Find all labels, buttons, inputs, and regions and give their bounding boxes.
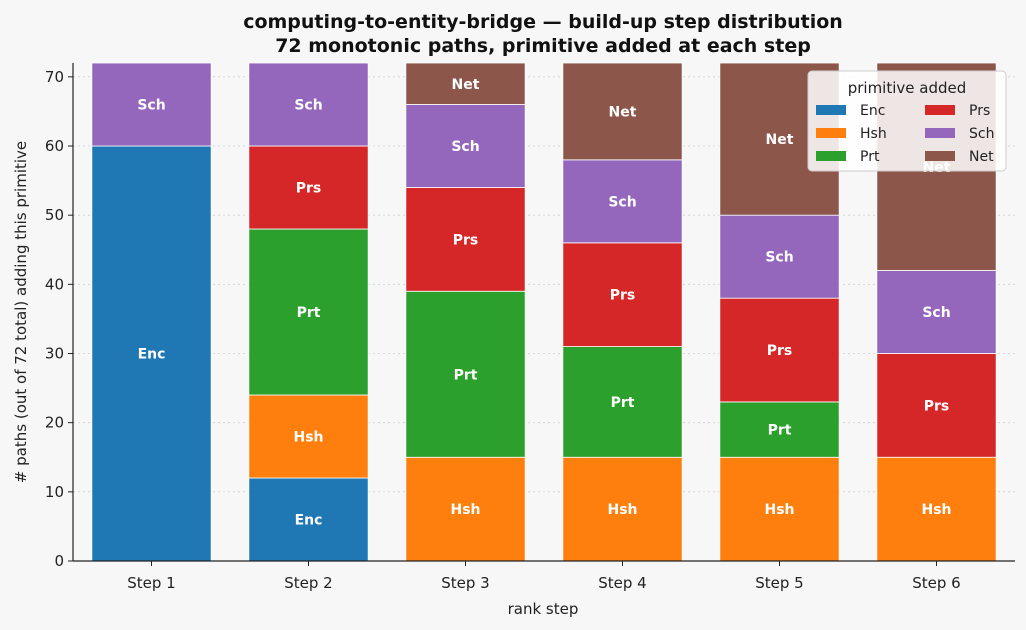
legend: primitive added Enc Hsh Prt Prs Sch Net	[807, 70, 1007, 172]
bar-segment-label: Net	[766, 132, 794, 148]
bar-segment	[405, 290, 526, 458]
legend-box	[807, 70, 1007, 172]
y-tick-label: 40	[45, 275, 64, 293]
bar-segment	[248, 145, 369, 230]
y-tick-label: 60	[45, 137, 64, 155]
bar-segment-label: Sch	[922, 305, 950, 321]
bar-segment-label: Prs	[453, 232, 479, 248]
legend-swatch	[925, 151, 955, 161]
bar-segment	[562, 159, 683, 244]
x-tick-label: Step 4	[598, 574, 646, 592]
bar-segment-label: Sch	[451, 139, 479, 155]
bar-segment-label: Prs	[296, 181, 322, 197]
legend-swatch	[816, 128, 846, 138]
x-tick-label: Step 3	[441, 574, 489, 592]
y-tick-label: 10	[45, 483, 64, 501]
bar-segment-label: Hsh	[293, 430, 323, 446]
y-axis-label: # paths (out of 72 total) adding this pr…	[12, 141, 30, 483]
y-tick-label: 30	[45, 345, 64, 363]
bar-segment	[876, 456, 997, 562]
bar-segment	[719, 297, 840, 403]
legend-swatch	[816, 105, 846, 115]
bar-segment-label: Sch	[765, 250, 793, 266]
bar-segment	[405, 62, 526, 105]
legend-entry-label: Prt	[860, 149, 880, 165]
bar-segment-label: Hsh	[450, 502, 480, 518]
legend-entry-label: Hsh	[860, 126, 887, 142]
axes-group: 0 10 20 30 40 50 60 70 Step 1 Step 2 Step 3 Step 4 S…	[45, 63, 1015, 592]
chart-subtitle: 72 monotonic paths, primitive added at e…	[275, 35, 811, 57]
bar-segment	[719, 214, 840, 299]
bar-segment	[248, 228, 369, 396]
bar-segment-label: Prt	[454, 367, 478, 383]
x-tick-label: Step 2	[284, 574, 332, 592]
bar-segment-label: Hsh	[607, 502, 637, 518]
bar-segment	[248, 62, 369, 147]
bar-segment	[719, 456, 840, 562]
legend-entry-label: Enc	[860, 103, 885, 119]
legend-swatch	[925, 128, 955, 138]
legend-entry-label: Net	[969, 149, 994, 165]
bar-segment-label: Prt	[297, 305, 321, 321]
bar-segment-label: Prs	[610, 288, 636, 304]
bar-segment	[405, 187, 526, 292]
bar-segment-label: Net	[609, 104, 637, 120]
bar-segment-label: Prs	[924, 398, 950, 414]
legend-entry-label: Prs	[969, 103, 990, 119]
bar-segment-label: Prs	[767, 343, 793, 359]
y-tick-label: 20	[45, 414, 64, 432]
bar-segment-label: Hsh	[921, 502, 951, 518]
x-tick-label: Step 5	[755, 574, 803, 592]
legend-title: primitive added	[848, 79, 967, 97]
bar-segment	[405, 456, 526, 562]
legend-swatch	[816, 151, 846, 161]
bar-segment-label: Sch	[294, 98, 322, 114]
bar-segment	[719, 401, 840, 458]
bar-segment	[405, 104, 526, 188]
bar-segment-label: Hsh	[764, 502, 794, 518]
y-tick-label: 70	[45, 68, 64, 86]
legend-entry-label: Sch	[969, 126, 994, 142]
bar-segment	[562, 62, 683, 161]
bar-segment	[876, 353, 997, 458]
x-tick-label: Step 6	[912, 574, 960, 592]
bar-segment-label: Net	[452, 77, 480, 93]
bar-segment-label: Prt	[611, 395, 635, 411]
bar-segment-label: Prt	[768, 423, 792, 439]
bar-segment-label: Sch	[137, 98, 165, 114]
grid-lines	[73, 76, 1015, 493]
bar-segment-label: Sch	[608, 194, 636, 210]
x-tick-label: Step 1	[127, 574, 175, 592]
legend-swatch	[925, 105, 955, 115]
bar-segment	[562, 346, 683, 458]
bar-segment	[876, 270, 997, 354]
y-tick-label: 0	[54, 552, 64, 570]
bars-group: Enc Sch Enc Hsh Prt Prs Sch Hsh Prt Prs Sch Net Hsh P…	[91, 62, 997, 562]
bar-segment	[91, 62, 212, 147]
bar-segment	[562, 456, 683, 562]
bar-segment-label: Enc	[138, 347, 166, 363]
x-axis-label: rank step	[508, 600, 579, 618]
y-tick-label: 50	[45, 206, 64, 224]
chart-title: computing-to-entity-bridge — build-up st…	[243, 11, 843, 33]
bar-segment-label: Enc	[295, 513, 323, 529]
